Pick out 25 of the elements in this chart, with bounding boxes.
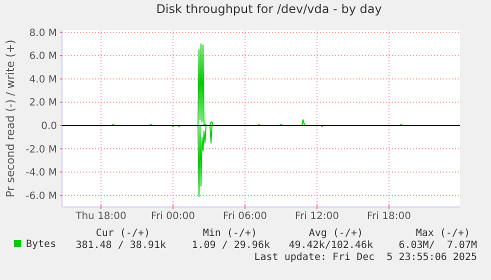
legend-label: Bytes <box>26 239 56 250</box>
x-tick-label: Fri 18:00 <box>367 211 411 222</box>
y-tick-label: 8.0 M <box>29 28 57 39</box>
y-tick-label: 2.0 M <box>29 98 57 109</box>
y-axis-title: Pr second read (-) / write (+) <box>4 40 17 198</box>
text: 6.03M/ 7.07M <box>398 240 477 251</box>
text: Cur (-/+) <box>96 228 150 239</box>
y-tick-label: 4.0 M <box>29 74 57 86</box>
text: 49.42k/102.46k <box>288 240 373 251</box>
x-tick-label: Fri 00:00 <box>151 211 195 222</box>
text: 1.09 / 29.96k <box>192 240 270 251</box>
y-tick-label: -6.0 M <box>26 190 57 202</box>
x-tick-label: Fri 06:00 <box>223 211 267 222</box>
text: Max (-/+) <box>416 228 470 239</box>
y-tick-label: -4.0 M <box>26 168 57 179</box>
y-tick-label: 6.0 M <box>29 51 57 62</box>
text: Last update: Fri Dec 5 23:55:06 2025 <box>254 252 477 263</box>
chart-title: Disk throughput for /dev/vda - by day <box>156 2 382 16</box>
text: Avg (-/+) <box>308 228 363 239</box>
y-tick-label: 0.0 <box>41 120 57 132</box>
text: 381.48 / 38.91k <box>76 240 166 251</box>
x-tick-label: Thu 18:00 <box>74 211 126 222</box>
y-tick-label: -2.0 M <box>26 144 57 156</box>
x-tick-label: Fri 12:00 <box>295 211 339 222</box>
text: Min (-/+) <box>202 228 257 239</box>
